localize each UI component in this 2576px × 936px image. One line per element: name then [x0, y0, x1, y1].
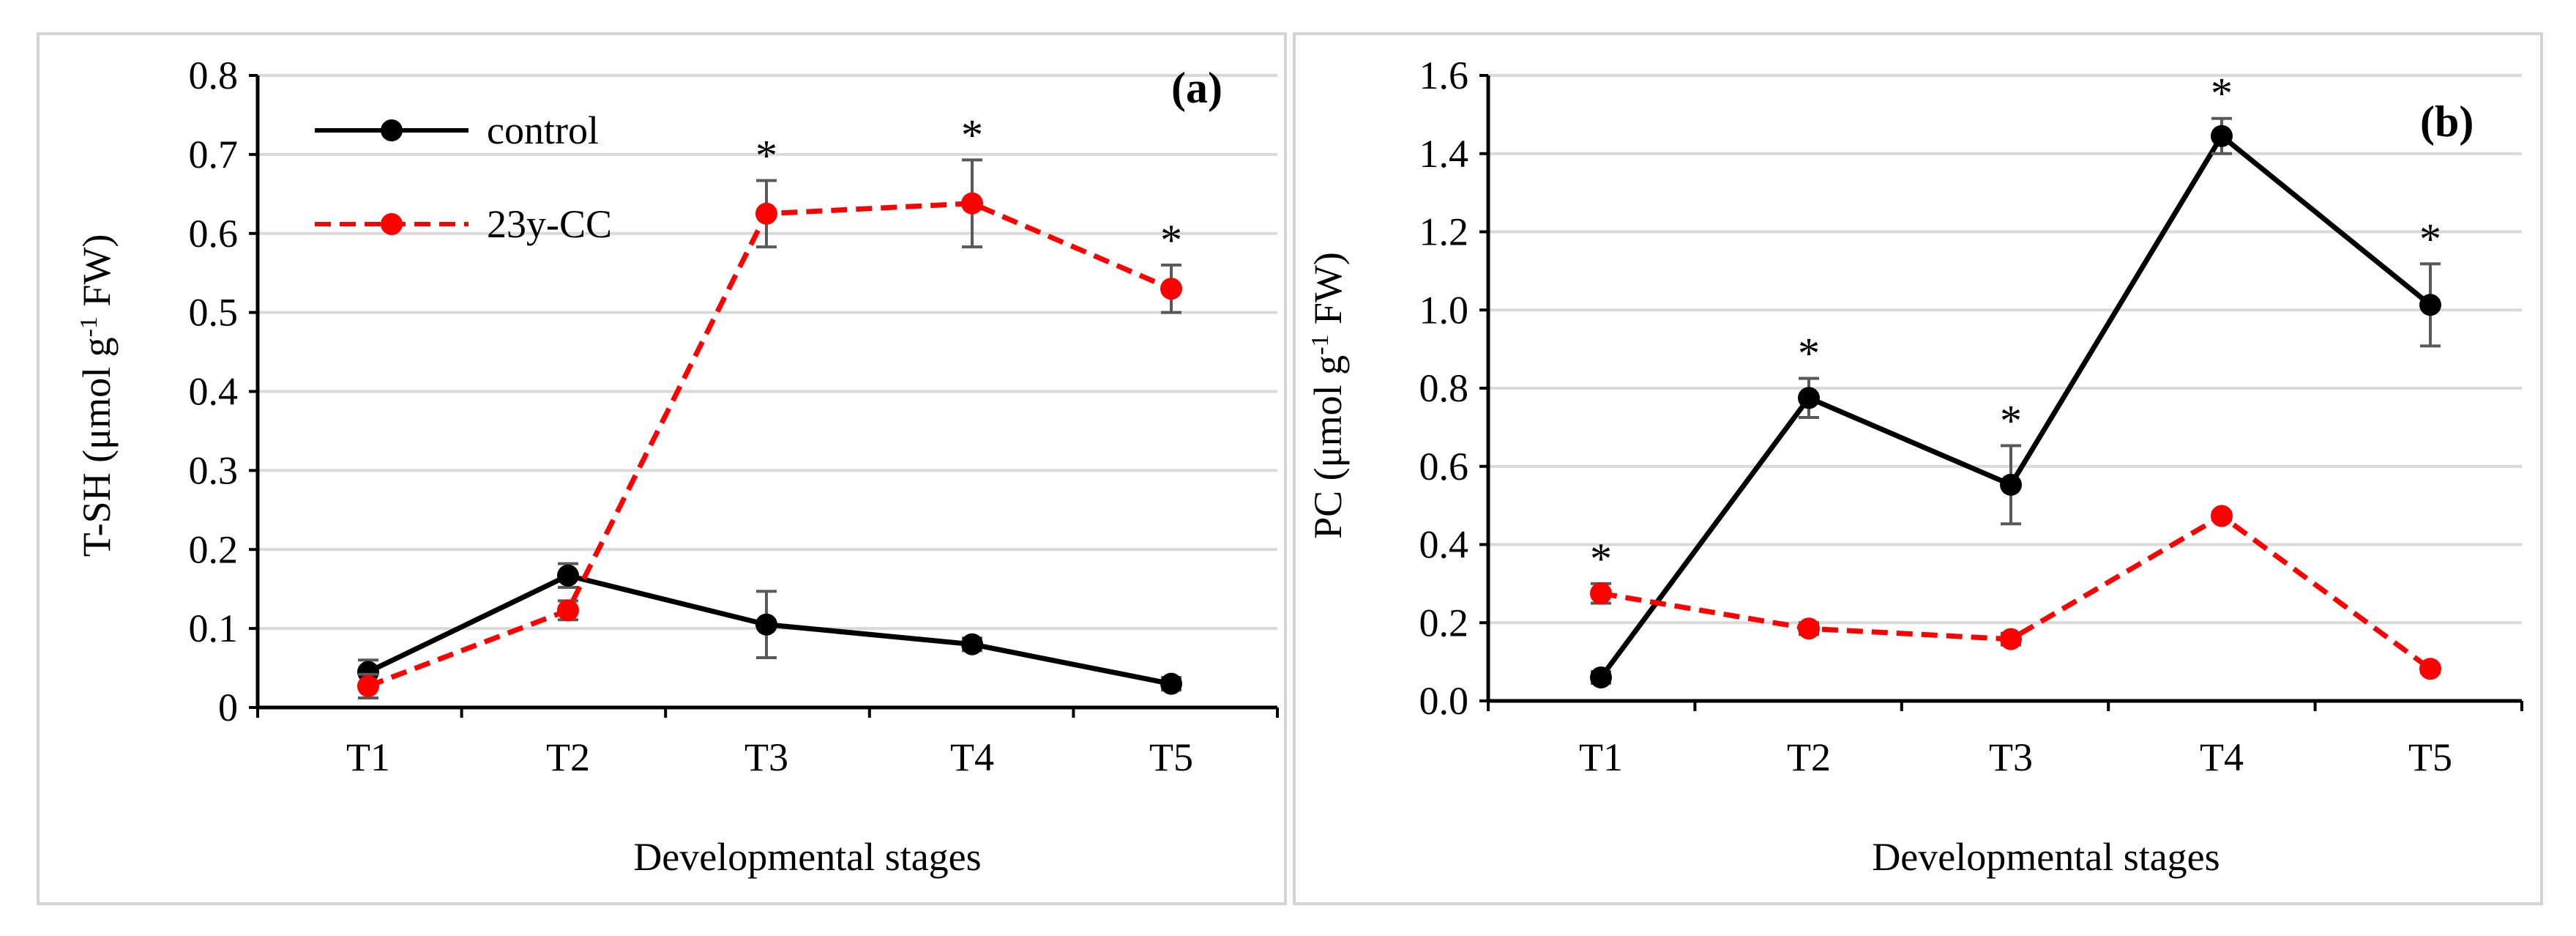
panel-b-control-point [2419, 294, 2441, 316]
panel-b-x-tick-label: T5 [2408, 735, 2452, 779]
panel-b-treatment-significance-star: * [1590, 535, 1612, 583]
panel-b-y-tick-label: 0.4 [1419, 523, 1469, 567]
panel-b-control-point [1590, 666, 1612, 688]
panel-a-treatment-point [357, 675, 379, 697]
panel-b-y-tick-label: 1.0 [1419, 288, 1469, 332]
panel-a-control-point [1160, 672, 1182, 695]
panel-b-control-point [2211, 125, 2233, 147]
panel-b-control-significance-star: * [2211, 70, 2233, 118]
panel-a-x-tick-label: T2 [546, 735, 590, 779]
legend-treatment-label: 23y-CC [487, 202, 612, 246]
panel-b-x-ticks: T1 T2 T3 T4 T5 [1487, 701, 2523, 779]
panel-b-y-ticks: 0.0 0.2 0.4 0.6 0.8 1.0 1.2 1.4 1.6 [1419, 53, 1488, 723]
panel-a-y-tick-label: 0.3 [189, 448, 239, 492]
panel-a-treatment-point [755, 202, 777, 225]
panel-a-treatment-point [557, 599, 579, 622]
panel-b-treatment-point [2419, 658, 2441, 680]
panel-a-ylabel-sup: -1 [75, 316, 102, 337]
panel-a-series: * * * [357, 111, 1182, 700]
panel-b-y-tick-label: 0.6 [1419, 445, 1469, 489]
panel-a-ylabel-main: T-SH (μmol g [75, 337, 119, 557]
panel-b-x-axis-title: Developmental stages [1872, 835, 2220, 879]
panel-a-control-point [755, 613, 777, 636]
panel-b-y-tick-label: 1.4 [1419, 132, 1469, 176]
panel-b-ylabel-sup: -1 [1307, 335, 1334, 355]
panel-b-label: (b) [2420, 97, 2474, 146]
panel-a-y-ticks: 0 0.1 0.2 0.3 0.4 0.5 0.6 0.7 0.8 [189, 53, 258, 729]
legend: control 23y-CC [315, 108, 612, 246]
panel-b-treatment-point [2211, 505, 2233, 527]
panel-b-treatment-point [1798, 617, 1820, 640]
panel-a-x-axis-title: Developmental stages [633, 835, 981, 879]
panel-b-control-point [2000, 473, 2022, 496]
panel-a-x-tick-label: T1 [346, 735, 390, 779]
panel-a-treatment-point [961, 192, 983, 215]
panel-b-treatment-point [1590, 582, 1612, 605]
panel-a-ylabel-unit: FW) [75, 234, 119, 316]
panel-a-control-point [961, 633, 983, 655]
panel-b-y-tick-label: 1.2 [1419, 210, 1469, 254]
panel-a-y-tick-label: 0.7 [189, 133, 239, 177]
panel-a-x-tick-label: T3 [744, 735, 788, 779]
panel-b-frame [1293, 32, 2543, 905]
panel-a-x-ticks: T1 T2 T3 T4 T5 [256, 707, 1279, 779]
panel-a-y-tick-label: 0.1 [189, 606, 239, 650]
panel-b-control-significance-star: * [2000, 396, 2022, 445]
panel-a-y-tick-label: 0.2 [189, 527, 239, 571]
panel-a-y-tick-label: 0.5 [189, 291, 239, 335]
panel-a-y-axis-title: T-SH (μmol g-1 FW) [75, 234, 119, 557]
panel-b-y-axis-title: PC (μmol g-1 FW) [1306, 252, 1350, 539]
chart-panel-a: 00.10.20.30.40.50.60.70.8 T1 T2 T3 T4 T5 * **… [37, 32, 1287, 905]
panel-a-treatment-significance-star: * [1160, 216, 1182, 264]
chart-panel-b: 0.0 0.2 0.4 0.6 0.8 1.0 1.2 1.4 1.6 T1 T2 T3 T4 T5 *… [1293, 32, 2543, 905]
panel-a-control-point [557, 564, 579, 587]
panel-b-control-significance-star: * [2419, 215, 2441, 263]
panel-b-gridlines [1488, 74, 2522, 625]
panel-a-treatment-significance-star: * [961, 111, 983, 159]
legend-treatment-marker [381, 213, 403, 235]
panel-b-x-tick-label: T1 [1579, 735, 1623, 779]
legend-control-label: control [487, 108, 599, 152]
panel-a-x-tick-label: T4 [950, 735, 994, 779]
panel-b-x-tick-label: T2 [1787, 735, 1831, 779]
panel-a-y-tick-label: 0.4 [189, 370, 239, 414]
panel-a-label: (a) [1171, 64, 1222, 112]
panel-a-x-tick-label: T5 [1149, 735, 1193, 779]
legend-control-marker [381, 119, 403, 141]
panel-b-treatment-point [2000, 628, 2022, 650]
panel-b-ylabel-main: PC (μmol g [1306, 355, 1350, 539]
panel-b-ylabel-unit: FW) [1306, 252, 1350, 334]
panel-a-y-tick-label: 0.6 [189, 212, 239, 256]
panel-a-frame [37, 32, 1287, 905]
panel-b-control-significance-star: * [1798, 330, 1820, 378]
panel-b-series: * * * * * [1590, 70, 2441, 688]
panel-a-y-tick-label: 0 [218, 686, 238, 729]
panel-a-y-tick-label: 0.8 [189, 53, 239, 97]
panel-b-y-tick-label: 1.6 [1419, 53, 1469, 97]
panel-b-y-tick-label: 0.0 [1419, 679, 1469, 723]
panel-b-x-tick-label: T4 [2200, 735, 2244, 779]
panel-b-y-tick-label: 0.8 [1419, 366, 1469, 410]
panel-b-control-point [1798, 387, 1820, 409]
panel-b-x-tick-label: T3 [1989, 735, 2033, 779]
panel-a-treatment-point [1160, 278, 1182, 300]
panel-a-treatment-significance-star: * [755, 131, 777, 179]
panel-b-y-tick-label: 0.2 [1419, 601, 1469, 645]
